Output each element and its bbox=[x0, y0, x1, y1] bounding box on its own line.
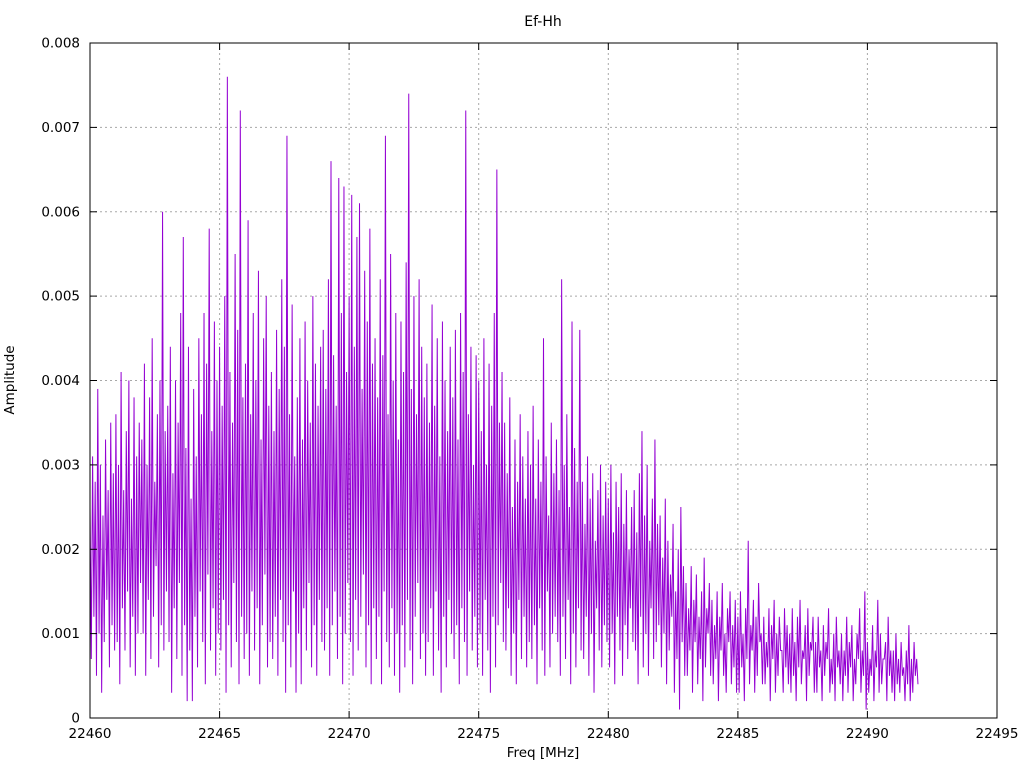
y-tick-label: 0.004 bbox=[41, 373, 80, 389]
tick-labels: 22460 22465 22470 22475 22480 22485 22490 22495… bbox=[41, 36, 1018, 743]
y-tick-label: 0.007 bbox=[41, 120, 80, 136]
plot-border bbox=[89, 42, 998, 719]
x-tick-label: 22460 bbox=[69, 726, 112, 742]
x-tick-label: 22485 bbox=[716, 726, 759, 742]
y-tick-label: 0 bbox=[71, 711, 80, 727]
y-axis-label: Amplitude bbox=[2, 345, 18, 414]
data-series-line bbox=[89, 76, 919, 710]
x-tick-label: 22490 bbox=[846, 726, 889, 742]
y-tick-label: 0.003 bbox=[41, 457, 80, 473]
x-tick-label: 22470 bbox=[328, 726, 371, 742]
y-tick-label: 0.008 bbox=[41, 36, 80, 52]
x-tick-label: 22465 bbox=[198, 726, 241, 742]
x-tick-label: 22495 bbox=[976, 726, 1019, 742]
y-tick-label: 0.002 bbox=[41, 542, 80, 558]
y-tick-label: 0.006 bbox=[41, 204, 80, 220]
x-axis-label: Freq [MHz] bbox=[507, 745, 580, 761]
y-tick-label: 0.001 bbox=[41, 626, 80, 642]
x-tick-label: 22480 bbox=[587, 726, 630, 742]
y-tick-label: 0.005 bbox=[41, 289, 80, 305]
chart-title: Ef-Hh bbox=[524, 14, 561, 30]
data-series-layer bbox=[89, 76, 919, 710]
x-tick-label: 22475 bbox=[457, 726, 500, 742]
